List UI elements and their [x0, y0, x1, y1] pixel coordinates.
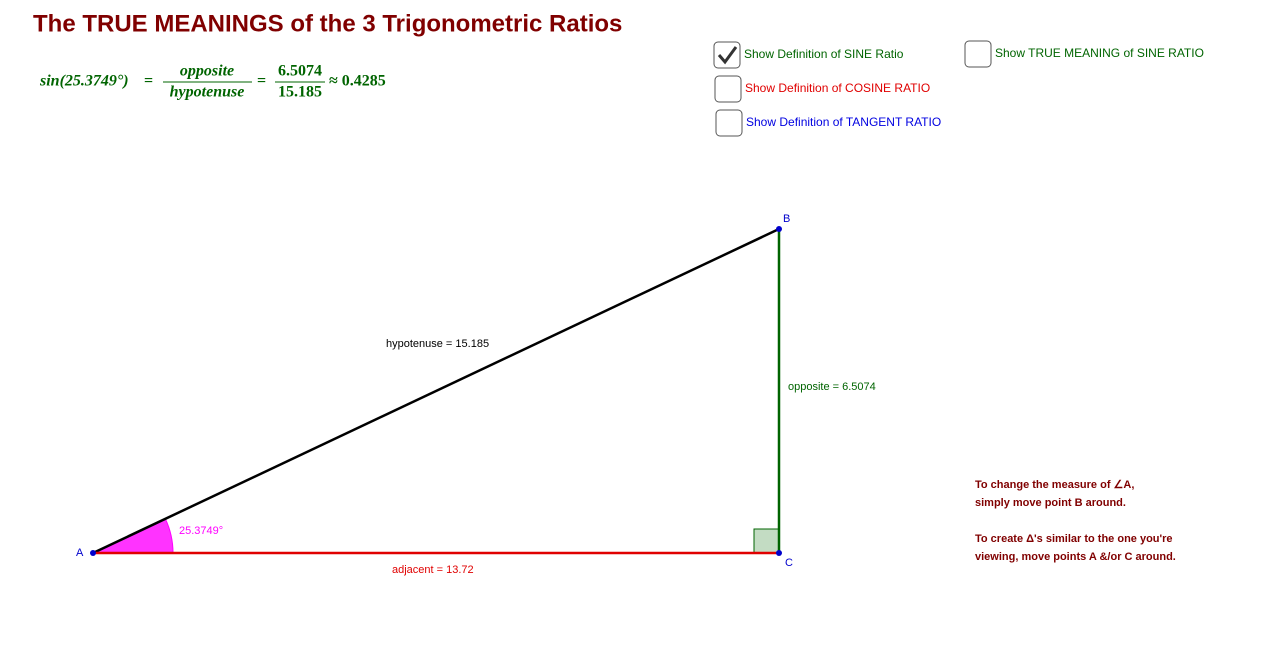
formula-den: 15.185: [278, 84, 322, 101]
checkmark: [717, 46, 738, 65]
checkbox[interactable]: Show Definition of COSINE RATIO: [714, 75, 930, 103]
point[interactable]: [90, 550, 96, 556]
checkbox-box[interactable]: [713, 41, 741, 69]
checkbox[interactable]: Show Definition of TANGENT RATIO: [715, 109, 941, 137]
checkbox-box[interactable]: [715, 109, 743, 137]
formula-den: hypotenuse: [170, 84, 245, 101]
checkbox-label[interactable]: Show TRUE MEANING of SINE RATIO: [995, 46, 1204, 60]
angle-label: 25.3749°: [179, 525, 223, 537]
note-line: simply move point B around.: [975, 497, 1126, 509]
note-line: To change the measure of ∠A,: [975, 479, 1134, 491]
title: The TRUE MEANINGS of the 3 Trigonometric…: [33, 10, 622, 37]
formula-eq: =: [257, 73, 266, 90]
checkbox-box[interactable]: [964, 40, 992, 68]
checkbox-label[interactable]: Show Definition of SINE Ratio: [744, 47, 904, 61]
point-label: A: [76, 547, 84, 559]
right-angle-mark: [753, 528, 780, 554]
point[interactable]: [776, 226, 782, 232]
point-label: B: [783, 213, 790, 225]
segment-label: opposite = 6.5074: [788, 381, 876, 393]
checkbox-box[interactable]: [714, 75, 742, 103]
segment-label: adjacent = 13.72: [392, 564, 474, 576]
checkbox[interactable]: Show TRUE MEANING of SINE RATIO: [964, 40, 1204, 68]
checkbox-label[interactable]: Show Definition of COSINE RATIO: [745, 81, 930, 95]
note-line: viewing, move points A &/or C around.: [975, 551, 1176, 563]
hypotenuse-segment: [92, 227, 780, 555]
formula-result: ≈ 0.4285: [329, 73, 386, 90]
point[interactable]: [776, 550, 782, 556]
segment-label: hypotenuse = 15.185: [386, 338, 489, 350]
point-label: C: [785, 557, 793, 569]
note-line: To create Δ's similar to the one you're: [975, 533, 1173, 545]
formula-lhs: sin(25.3749°): [39, 73, 129, 90]
formula-num: 6.5074: [278, 63, 322, 80]
formula-eq: =: [144, 73, 153, 90]
checkbox-label[interactable]: Show Definition of TANGENT RATIO: [746, 115, 941, 129]
checkbox[interactable]: Show Definition of SINE Ratio: [713, 41, 904, 69]
formula-num: opposite: [180, 63, 234, 80]
